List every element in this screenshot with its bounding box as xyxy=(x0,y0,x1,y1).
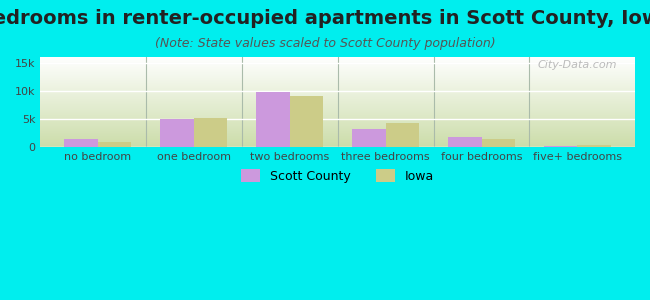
Bar xyxy=(352,129,385,147)
Bar xyxy=(385,123,419,147)
Text: City-Data.com: City-Data.com xyxy=(538,60,617,70)
Bar xyxy=(194,118,228,147)
Bar xyxy=(544,146,577,147)
Text: Bedrooms in renter-occupied apartments in Scott County, Iowa: Bedrooms in renter-occupied apartments i… xyxy=(0,9,650,28)
Bar xyxy=(256,92,290,147)
Bar xyxy=(64,139,98,147)
Bar xyxy=(290,96,323,147)
Bar xyxy=(161,119,194,147)
Bar xyxy=(98,142,131,147)
Bar xyxy=(577,145,611,147)
Bar xyxy=(482,139,515,147)
Text: (Note: State values scaled to Scott County population): (Note: State values scaled to Scott Coun… xyxy=(155,38,495,50)
Legend: Scott County, Iowa: Scott County, Iowa xyxy=(237,164,439,188)
Bar xyxy=(448,137,482,147)
